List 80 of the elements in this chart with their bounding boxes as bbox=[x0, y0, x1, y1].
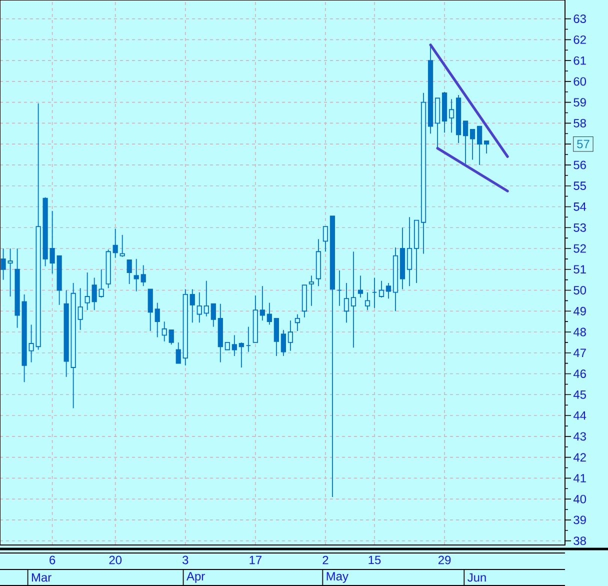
candlestick bbox=[126, 260, 132, 284]
candlestick bbox=[350, 251, 356, 348]
y-tick-label: 53 bbox=[574, 223, 586, 232]
candlestick bbox=[84, 272, 90, 311]
candlestick bbox=[98, 268, 104, 298]
x-tick-label: 15 bbox=[368, 556, 381, 564]
candlestick bbox=[308, 275, 314, 306]
candlestick bbox=[266, 302, 272, 326]
y-tick-label: 46 bbox=[573, 370, 586, 378]
candlestick bbox=[50, 210, 55, 274]
candlestick bbox=[470, 129, 476, 160]
candlestick bbox=[168, 329, 174, 345]
candlestick bbox=[210, 303, 216, 328]
y-tick-label: 49 bbox=[573, 306, 586, 316]
candlestick bbox=[322, 226, 328, 252]
candlestick bbox=[246, 326, 251, 352]
text: May bbox=[326, 572, 348, 583]
candlestick bbox=[260, 286, 265, 321]
candlestick bbox=[112, 228, 118, 258]
y-tick-label: 47 bbox=[573, 348, 586, 358]
x-tick-label: 2 bbox=[322, 556, 328, 564]
candlestick bbox=[280, 329, 286, 356]
y-tick-label: 56 bbox=[574, 160, 586, 170]
candlestick bbox=[190, 288, 195, 324]
y-tick-label: 44 bbox=[573, 411, 586, 420]
y-tick-label: 40 bbox=[573, 494, 586, 504]
y-tick-label: 48 bbox=[573, 328, 586, 336]
candlestick bbox=[92, 277, 97, 311]
candlestick bbox=[294, 314, 300, 332]
candlestick bbox=[372, 277, 378, 308]
candlestick bbox=[364, 292, 370, 311]
text: Mar bbox=[32, 573, 52, 582]
y-tick-label: 58 bbox=[574, 118, 586, 128]
candlestick bbox=[154, 302, 160, 338]
candlestick bbox=[477, 126, 482, 166]
y-tick-label: 60 bbox=[574, 77, 586, 86]
y-tick-label: 54 bbox=[574, 202, 586, 211]
y-tick-label: 63 bbox=[574, 14, 586, 24]
x-tick-label: 20 bbox=[109, 556, 122, 564]
candlestick bbox=[358, 275, 364, 298]
candlestick bbox=[162, 321, 167, 342]
candlestick bbox=[344, 282, 350, 324]
candlestick bbox=[386, 282, 392, 300]
candlestick bbox=[204, 280, 209, 317]
candlestick bbox=[140, 264, 146, 287]
candlestick bbox=[176, 342, 181, 364]
y-tick-label: 61 bbox=[574, 56, 586, 65]
x-tick-label: 17 bbox=[250, 556, 262, 564]
y-tick-label: 42 bbox=[573, 453, 586, 462]
y-tick-label: 43 bbox=[573, 432, 586, 441]
candlestick bbox=[28, 324, 34, 363]
candlestick bbox=[288, 320, 293, 352]
x-tick-label: 6 bbox=[50, 556, 56, 564]
y-tick-label: 62 bbox=[574, 35, 586, 44]
candlestick bbox=[378, 280, 384, 298]
candlestick bbox=[462, 120, 468, 164]
y-tick-label: 45 bbox=[573, 390, 586, 399]
text: Jun bbox=[468, 573, 486, 582]
candlestick bbox=[196, 292, 202, 324]
y-tick-label: 38 bbox=[574, 536, 586, 546]
y-tick-label: 57 bbox=[577, 140, 590, 148]
y-tick-label: 52 bbox=[574, 244, 586, 253]
candlestick bbox=[148, 288, 153, 332]
text: Apr bbox=[186, 572, 205, 583]
y-tick-label: 50 bbox=[574, 286, 586, 294]
candlestick bbox=[78, 288, 83, 330]
y-tick-label: 39 bbox=[574, 516, 586, 524]
candlestick bbox=[484, 140, 490, 154]
candlestick bbox=[274, 318, 279, 356]
candlestick bbox=[232, 334, 237, 356]
candlestick bbox=[134, 258, 139, 292]
y-tick-label: 41 bbox=[573, 474, 586, 482]
y-tick-label: 51 bbox=[574, 265, 586, 274]
y-tick-label: 55 bbox=[574, 182, 586, 190]
candlestick bbox=[238, 342, 244, 368]
candlestick bbox=[448, 98, 454, 134]
x-tick-label: 29 bbox=[438, 556, 451, 564]
x-tick-label: 3 bbox=[182, 556, 188, 564]
candlestick bbox=[406, 216, 412, 287]
y-tick-label: 59 bbox=[574, 98, 586, 107]
